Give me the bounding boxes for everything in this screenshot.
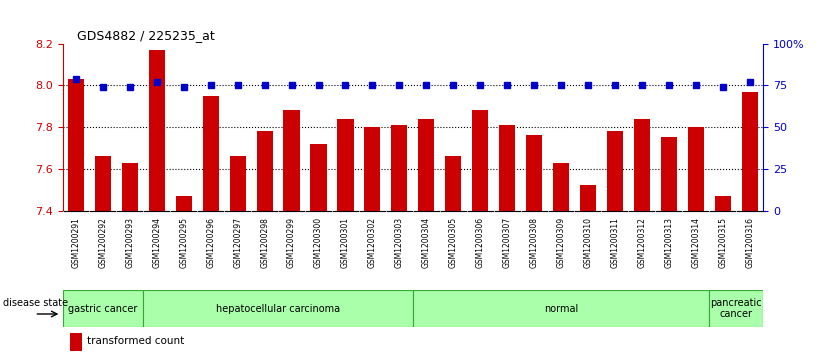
Text: GSM1200305: GSM1200305 [449, 217, 458, 268]
Text: normal: normal [544, 303, 578, 314]
Text: GSM1200312: GSM1200312 [637, 217, 646, 268]
Bar [148, 50, 165, 211]
Bar [661, 138, 677, 211]
Bar [143, 290, 413, 327]
Bar [715, 196, 731, 211]
Text: transformed count: transformed count [87, 337, 184, 346]
Bar [688, 127, 704, 211]
Text: GSM1200316: GSM1200316 [745, 217, 754, 268]
Bar [413, 290, 709, 327]
Bar [68, 79, 84, 211]
Bar [445, 156, 461, 211]
Text: GSM1200313: GSM1200313 [665, 217, 673, 268]
Bar [203, 96, 219, 211]
Text: GSM1200291: GSM1200291 [72, 217, 81, 268]
Bar [95, 156, 111, 211]
Bar [391, 125, 408, 211]
Bar [580, 185, 596, 211]
Text: GSM1200297: GSM1200297 [234, 217, 242, 268]
Text: GSM1200304: GSM1200304 [422, 217, 431, 268]
Text: GSM1200303: GSM1200303 [394, 217, 404, 268]
Text: GSM1200307: GSM1200307 [503, 217, 511, 268]
Text: GSM1200292: GSM1200292 [98, 217, 108, 268]
Bar [607, 131, 623, 211]
Bar [709, 290, 763, 327]
Text: GSM1200308: GSM1200308 [530, 217, 539, 268]
Bar [741, 91, 758, 211]
Text: GSM1200310: GSM1200310 [584, 217, 592, 268]
Text: GSM1200306: GSM1200306 [475, 217, 485, 268]
Text: hepatocellular carcinoma: hepatocellular carcinoma [216, 303, 340, 314]
Text: GSM1200315: GSM1200315 [718, 217, 727, 268]
Text: GSM1200294: GSM1200294 [153, 217, 161, 268]
Text: GDS4882 / 225235_at: GDS4882 / 225235_at [77, 29, 214, 42]
Bar [122, 163, 138, 211]
Bar [63, 290, 143, 327]
Text: GSM1200299: GSM1200299 [287, 217, 296, 268]
Text: GSM1200296: GSM1200296 [206, 217, 215, 268]
Text: GSM1200311: GSM1200311 [610, 217, 620, 268]
Text: GSM1200302: GSM1200302 [368, 217, 377, 268]
Text: GSM1200301: GSM1200301 [341, 217, 350, 268]
Bar [634, 119, 650, 211]
Text: GSM1200293: GSM1200293 [125, 217, 134, 268]
Bar [418, 119, 435, 211]
Bar [472, 110, 488, 211]
Bar [310, 144, 327, 211]
Text: GSM1200309: GSM1200309 [556, 217, 565, 268]
Text: GSM1200298: GSM1200298 [260, 217, 269, 268]
Bar [553, 163, 569, 211]
Bar [499, 125, 515, 211]
Bar [69, 333, 83, 351]
Bar [229, 156, 246, 211]
Bar [176, 196, 192, 211]
Bar [257, 131, 273, 211]
Text: GSM1200295: GSM1200295 [179, 217, 188, 268]
Text: GSM1200300: GSM1200300 [314, 217, 323, 268]
Text: GSM1200314: GSM1200314 [691, 217, 701, 268]
Text: gastric cancer: gastric cancer [68, 303, 138, 314]
Bar [284, 110, 299, 211]
Bar [338, 119, 354, 211]
Text: disease state: disease state [3, 298, 68, 308]
Bar [526, 135, 542, 211]
Text: pancreatic
cancer: pancreatic cancer [711, 298, 762, 319]
Bar [364, 127, 380, 211]
